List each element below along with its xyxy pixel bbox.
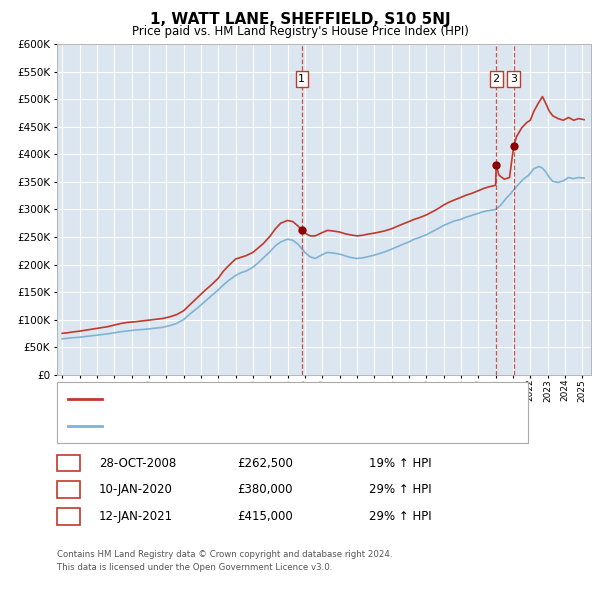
Text: 3: 3 — [65, 510, 72, 523]
Text: 28-OCT-2008: 28-OCT-2008 — [99, 457, 176, 470]
Text: 29% ↑ HPI: 29% ↑ HPI — [369, 483, 431, 496]
Text: 10-JAN-2020: 10-JAN-2020 — [99, 483, 173, 496]
Text: This data is licensed under the Open Government Licence v3.0.: This data is licensed under the Open Gov… — [57, 563, 332, 572]
Text: 1: 1 — [65, 457, 72, 470]
Text: £262,500: £262,500 — [237, 457, 293, 470]
Text: 12-JAN-2021: 12-JAN-2021 — [99, 510, 173, 523]
Text: 2: 2 — [493, 74, 500, 84]
Text: 2: 2 — [65, 483, 72, 496]
Text: £415,000: £415,000 — [237, 510, 293, 523]
Text: 1, WATT LANE, SHEFFIELD, S10 5NJ (detached house): 1, WATT LANE, SHEFFIELD, S10 5NJ (detach… — [108, 394, 400, 404]
Text: 1: 1 — [298, 74, 305, 84]
Text: Contains HM Land Registry data © Crown copyright and database right 2024.: Contains HM Land Registry data © Crown c… — [57, 550, 392, 559]
Text: Price paid vs. HM Land Registry's House Price Index (HPI): Price paid vs. HM Land Registry's House … — [131, 25, 469, 38]
Text: 3: 3 — [510, 74, 517, 84]
Text: 29% ↑ HPI: 29% ↑ HPI — [369, 510, 431, 523]
Text: 19% ↑ HPI: 19% ↑ HPI — [369, 457, 431, 470]
Text: £380,000: £380,000 — [237, 483, 293, 496]
Text: HPI: Average price, detached house, Sheffield: HPI: Average price, detached house, Shef… — [108, 421, 359, 431]
Text: 1, WATT LANE, SHEFFIELD, S10 5NJ: 1, WATT LANE, SHEFFIELD, S10 5NJ — [149, 12, 451, 27]
